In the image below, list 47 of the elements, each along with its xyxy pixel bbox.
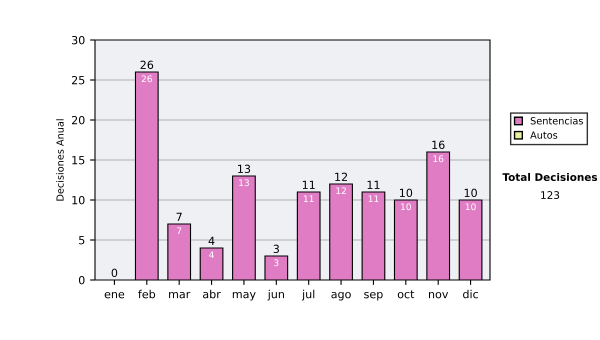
y-axis-title: Decisiones Anual — [56, 119, 64, 201]
data-label: 7 — [177, 227, 182, 234]
total-label: 11 — [368, 180, 380, 189]
legend-label: Sentencias — [530, 116, 583, 124]
data-label: 11 — [304, 195, 314, 202]
x-tick-label: abr — [203, 290, 221, 298]
total-label: 10 — [400, 188, 412, 198]
total-label: 4 — [208, 236, 214, 245]
data-label: 11 — [368, 195, 378, 202]
y-tick-label: 30 — [72, 36, 85, 44]
x-tick-label: mar — [169, 292, 190, 298]
total-label: 26 — [140, 60, 154, 70]
total-label: 13 — [238, 164, 250, 174]
y-tick-label: 5 — [79, 236, 84, 244]
legend-label: Autos — [530, 132, 558, 139]
y-tick-label: 15 — [72, 156, 84, 164]
data-label: 12 — [336, 187, 346, 194]
x-tick-label: sep — [364, 292, 383, 300]
text: 123 — [541, 191, 560, 200]
data-label: 13 — [239, 179, 249, 186]
x-tick-label: feb — [138, 290, 156, 298]
total-label: 12 — [335, 172, 348, 181]
data-label: 10 — [466, 203, 476, 210]
total-label: 3 — [274, 244, 279, 254]
x-tick-label: ene — [104, 292, 124, 298]
y-tick-label: 0 — [78, 276, 85, 284]
y-tick-label: 20 — [72, 116, 85, 124]
x-tick-label: may — [232, 292, 256, 300]
total-label: 10 — [464, 188, 477, 198]
x-tick-label: nov — [428, 292, 448, 298]
data-label: 4 — [209, 251, 214, 258]
x-tick-label: jul — [302, 290, 314, 300]
data-label: 3 — [274, 259, 278, 266]
x-tick-label: dic — [463, 290, 478, 298]
y-tick-label: 10 — [72, 196, 85, 204]
text: Total Decisiones — [502, 172, 598, 182]
y-tick-label: 25 — [72, 76, 84, 84]
data-label: 10 — [401, 203, 411, 210]
data-label: 26 — [142, 75, 152, 82]
x-tick-label: oct — [398, 290, 414, 298]
data-label: 16 — [433, 155, 444, 162]
total-label: 16 — [432, 140, 445, 150]
total-label: 11 — [302, 180, 315, 189]
x-tick-label: jun — [268, 290, 284, 300]
total-label: 7 — [176, 212, 182, 221]
x-tick-label: ago — [331, 292, 351, 300]
total-label: 0 — [112, 268, 118, 278]
